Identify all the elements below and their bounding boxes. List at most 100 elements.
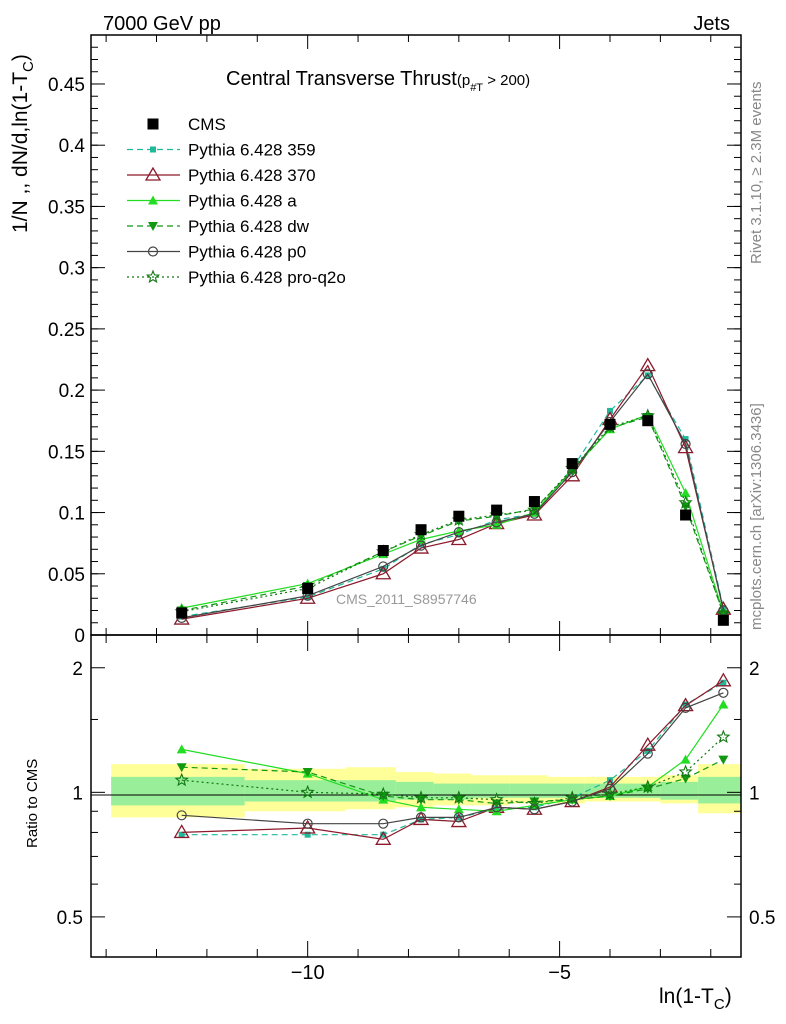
ratio-point-pdw xyxy=(718,755,729,765)
band-inner-bin xyxy=(244,780,346,802)
data-point-pp0 xyxy=(453,527,464,538)
y-axis-label-sub: C xyxy=(20,61,37,72)
data-point-p370 xyxy=(299,589,316,604)
ratio-point-p359 xyxy=(682,701,689,708)
data-point-p370 xyxy=(375,565,392,580)
ratio-point-pq2o xyxy=(678,764,693,779)
ratio-point-p359 xyxy=(178,831,185,838)
ratio-point-pp0 xyxy=(415,812,427,823)
y-tick-label: 0.4 xyxy=(59,136,86,157)
band-inner-bin xyxy=(345,780,396,802)
y-tick-label: 0 xyxy=(74,626,85,647)
data-point-data xyxy=(415,524,427,536)
y-tick-label: 0.3 xyxy=(59,259,85,280)
ratio-point-pq2o xyxy=(716,729,731,744)
legend: CMS Pythia 6.428 359 Pythia 6.428 370 Pythi… xyxy=(127,115,346,287)
ratio-point-pdw xyxy=(529,797,540,807)
ratio-point-pdw xyxy=(302,767,313,777)
ratio-point-p370 xyxy=(639,736,656,751)
upper-axis-ticks: 0 0.05 0.1 0.15 0.2 0.25 0.3 0.35 0.4 0.45 xyxy=(48,35,741,647)
header-process-label: Jets xyxy=(693,13,730,35)
ratio-point-pq2o xyxy=(640,779,655,794)
legend-marker-pdw xyxy=(148,222,158,231)
ratio-line-pp0 xyxy=(181,692,724,825)
legend-item-pdw: Pythia 6.428 dw xyxy=(127,217,310,236)
y-axis-label-main: 1/N ,, dN/d,ln(1-T xyxy=(9,72,32,233)
ratio-point-pp0 xyxy=(176,810,187,821)
ratio-point-pp0 xyxy=(567,796,578,807)
ratio-y-tick-label-right: 2 xyxy=(749,659,760,680)
data-point-data xyxy=(566,458,578,470)
data-point-data xyxy=(642,415,654,427)
ratio-point-p370 xyxy=(715,672,732,687)
ratio-point-p359 xyxy=(720,679,727,686)
data-point-data xyxy=(491,504,503,516)
ratio-point-pa xyxy=(680,754,691,764)
data-point-pp0 xyxy=(680,438,691,450)
ratio-point-pa xyxy=(176,744,187,754)
y-tick-label: 0.35 xyxy=(48,197,85,218)
ratio-point-p359 xyxy=(380,831,387,838)
ratio-y-tick-label-right: 1 xyxy=(749,783,760,804)
plot-title: Central Transverse Thrust(p#T > 200) xyxy=(226,68,530,94)
legend-item-pa: Pythia 6.428 a xyxy=(127,192,297,211)
series-line-pdw xyxy=(181,416,724,615)
data-point-data xyxy=(717,614,729,626)
legend-item-p370: Pythia 6.428 370 xyxy=(127,166,316,185)
y-tick-label: 0.45 xyxy=(48,75,85,96)
ratio-series-p370 xyxy=(173,672,732,845)
ratio-point-pa xyxy=(718,699,729,709)
series-line-pp0 xyxy=(181,373,724,619)
ratio-point-pa xyxy=(491,806,502,816)
data-point-data xyxy=(176,607,188,619)
ratio-plot-panel: 0.5 0.5 1 1 2 2 −10 −5 Ratio to CMS ln(1-TC) xyxy=(24,634,775,1013)
ratio-line-p359 xyxy=(181,682,724,836)
legend-marker-data xyxy=(147,118,159,130)
band-inner-bin xyxy=(395,781,434,800)
x-tick-label: −10 xyxy=(291,962,325,984)
x-axis-label: ln(1-TC) xyxy=(659,985,732,1013)
ratio-point-pq2o xyxy=(527,795,542,810)
ratio-point-pq2o xyxy=(602,786,618,801)
y-tick-label: 0.25 xyxy=(48,320,85,341)
ratio-point-p370 xyxy=(173,824,190,839)
plot-title-sub-cut: > 200) xyxy=(483,72,530,89)
data-point-data xyxy=(604,418,616,430)
lower-series-group xyxy=(173,672,732,845)
side-label-mcplots: mcplots.cern.ch [arXiv:1306.3436] xyxy=(748,403,765,630)
y-tick-label: 0.1 xyxy=(59,504,85,525)
ratio-point-pa xyxy=(416,802,427,812)
legend-label-p359: Pythia 6.428 359 xyxy=(188,141,316,160)
data-point-data xyxy=(680,509,692,521)
ratio-point-pq2o xyxy=(451,790,466,804)
band-inner-bin xyxy=(509,783,548,798)
ratio-series-p359 xyxy=(178,679,727,838)
data-point-p359 xyxy=(304,594,311,601)
legend-marker-p359 xyxy=(150,146,156,153)
ratio-point-p359 xyxy=(304,831,311,838)
legend-label-data: CMS xyxy=(188,115,226,134)
y-tick-label: 0.2 xyxy=(59,381,85,402)
legend-item-data: CMS xyxy=(147,115,226,134)
ratio-point-pq2o xyxy=(413,790,429,804)
data-point-pq2o xyxy=(678,495,693,509)
series-line-p359 xyxy=(181,374,724,618)
legend-marker-p370 xyxy=(144,166,162,181)
legend-label-p370: Pythia 6.428 370 xyxy=(188,166,316,185)
legend-label-pp0: Pythia 6.428 p0 xyxy=(188,243,306,262)
data-point-pp0 xyxy=(642,369,653,380)
ratio-y-tick-label: 1 xyxy=(72,783,83,804)
plot-title-sub-index: #T xyxy=(470,82,483,94)
data-point-data xyxy=(377,545,389,557)
side-label-rivet: Rivet 3.1.10, ≥ 2.3M events xyxy=(748,82,765,265)
ratio-point-pq2o xyxy=(174,772,189,787)
band-inner-bin xyxy=(622,783,661,798)
x-axis-label-main: ln(1-T xyxy=(659,985,714,1008)
legend-label-pq2o: Pythia 6.428 pro-q2o xyxy=(188,268,346,287)
band-inner-bin xyxy=(660,781,699,800)
ratio-line-p370 xyxy=(181,680,724,840)
band-inner-bin xyxy=(111,776,245,806)
series-line-pq2o xyxy=(181,415,724,615)
series-p370 xyxy=(173,357,732,625)
